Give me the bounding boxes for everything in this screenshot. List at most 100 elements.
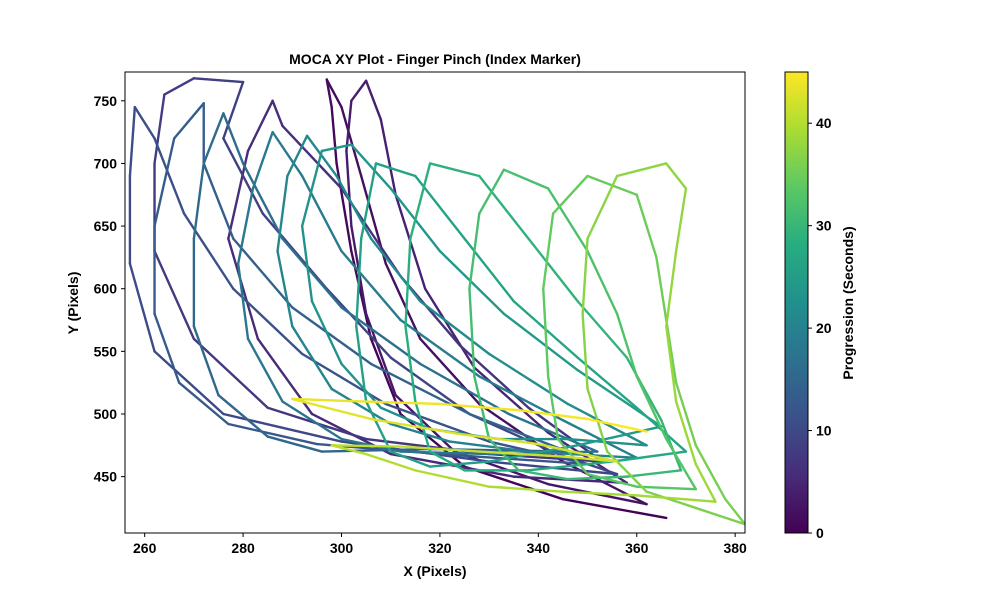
trajectory-segment-10-8	[374, 162, 417, 178]
trajectory-segment-12-6	[468, 212, 481, 290]
trajectory-segment-6-11	[340, 306, 422, 366]
trajectory-segment-1-8	[364, 79, 383, 121]
trajectory-segment-5-11	[291, 306, 373, 366]
trajectory-segment-6-10	[281, 237, 343, 309]
trajectory-segment-16-6	[359, 400, 442, 406]
trajectory-segment-6-4	[192, 325, 220, 397]
trajectory-segment-0-6	[330, 105, 338, 165]
trajectory-segment-1-12	[473, 366, 550, 434]
trajectory-segment-9-12	[502, 312, 579, 372]
trajectory-segment-13-4	[542, 287, 550, 378]
trajectory-segment-5-3	[177, 381, 230, 426]
trajectory-segment-14-12	[674, 400, 697, 466]
trajectory-segment-9-0	[566, 437, 648, 447]
trajectory-segment-12-1	[566, 475, 629, 481]
y-tick-label: 450	[94, 469, 118, 485]
trajectory-segment-16-7	[438, 402, 520, 412]
trajectory-segment-13-1	[586, 472, 638, 488]
colorbar-tick-label: 20	[816, 320, 832, 336]
trajectory-segment-11-3	[428, 450, 466, 472]
trajectory-segment-6-7	[202, 112, 225, 165]
trajectory-segment-11-8	[428, 162, 481, 178]
trajectory-segment-8-7	[286, 134, 309, 178]
trajectory-segment-5-2	[227, 422, 319, 446]
trajectory-segment-3-10	[222, 137, 264, 215]
trajectory-segment-1-5	[345, 149, 353, 228]
trajectory-segment-6-2	[266, 435, 324, 453]
trajectory-segment-7-4	[246, 337, 284, 403]
trajectory-segment-13-6	[551, 174, 589, 215]
trajectory-segment-8-1	[448, 440, 530, 453]
y-axis: 450 500 550 600 650 700 750	[94, 93, 125, 485]
trajectory-segment-9-6	[300, 224, 314, 303]
trajectory-segment-8-12	[487, 352, 570, 406]
trajectory-segment-10-7	[359, 162, 378, 240]
trajectory-segment-8-4	[291, 325, 333, 391]
trajectory-segment-15-6	[330, 444, 402, 448]
trajectory-segment-4-8	[153, 137, 186, 215]
y-tick-label: 600	[94, 281, 118, 297]
trajectory-segment-11-11	[576, 300, 629, 359]
trajectory-segment-12-2	[517, 469, 570, 481]
x-tick-label: 260	[133, 540, 157, 556]
trajectory-segment-5-12	[369, 362, 471, 416]
trajectory-segment-2-7	[271, 99, 284, 128]
chart-title: MOCA XY Plot - Finger Pinch (Index Marke…	[289, 51, 581, 67]
x-tick-label: 320	[428, 540, 452, 556]
trajectory-segment-15-0	[635, 494, 717, 503]
trajectory-segment-7-9	[300, 174, 343, 253]
trajectory-segment-16-8	[517, 409, 589, 421]
trajectory-segment-6-12	[419, 362, 511, 416]
trajectory-segment-3-8	[192, 77, 245, 84]
trajectory-segment-8-3	[330, 387, 392, 426]
trajectory-segment-1-2	[394, 394, 456, 453]
trajectory-segment-16-0	[537, 442, 619, 463]
trajectory-segment-10-10	[463, 237, 515, 303]
x-axis: 260 280 300 320 340 360 380	[133, 533, 747, 556]
trajectory-segment-9-7	[300, 149, 324, 228]
trajectory-segment-0-7	[325, 78, 333, 109]
colorbar-tick-label: 0	[816, 525, 824, 541]
trajectory-segment-6-6	[192, 162, 205, 240]
trajectory-segment-16-2	[369, 417, 461, 436]
trajectory-segment-3-7	[163, 77, 196, 96]
trajectory-segment-9-5	[310, 300, 343, 366]
trajectory-segment-8-10	[369, 237, 422, 303]
trajectory-segment-4-4	[128, 262, 156, 353]
trajectory-segment-12-3	[487, 437, 520, 472]
trajectory-segment-3-4	[153, 249, 196, 341]
trajectory-segment-16-1	[458, 432, 540, 446]
trajectory-segment-9-8	[320, 143, 353, 153]
trajectory-segment-8-8	[305, 134, 338, 178]
trajectory-segment-2-11	[458, 343, 530, 409]
trajectory-segment-10-2	[428, 460, 491, 468]
trajectory-segment-3-12	[325, 287, 392, 359]
trajectory-segment-7-8	[271, 130, 304, 178]
trajectory-segment-3-9	[222, 80, 245, 140]
trajectory-segment-14-2	[606, 450, 648, 493]
x-tick-label: 360	[625, 540, 649, 556]
trajectory-segment-10-12	[576, 356, 638, 409]
y-tick-label: 500	[94, 406, 118, 422]
trajectory-segment-15-2	[487, 485, 565, 493]
trajectory-segment-7-11	[399, 318, 481, 378]
trajectory-segment-13-5	[542, 212, 555, 290]
y-tick-label: 550	[94, 343, 118, 359]
trajectory-segment-7-13	[561, 419, 638, 460]
trajectory-segment-8-6	[276, 174, 289, 253]
trajectory-segment-7-1	[399, 450, 491, 456]
trajectory-segment-11-10	[527, 237, 579, 303]
trajectory-segment-11-12	[625, 356, 663, 422]
trajectory-segment-2-4	[227, 237, 260, 341]
trajectory-segment-5-6	[153, 137, 176, 228]
y-axis-title: Y (Pixels)	[65, 272, 81, 335]
colorbar-ticks: 0 10 20 30 40	[808, 115, 832, 541]
trajectory-segment-14-13	[694, 462, 717, 503]
trajectory-segment-10-0	[576, 425, 663, 447]
trajectory-segment-12-12	[635, 375, 668, 441]
trajectory-segment-14-5	[581, 237, 589, 315]
trajectory-segment-7-5	[236, 262, 250, 341]
trajectory-segment-5-4	[153, 312, 181, 384]
trajectory-segment-4-7	[133, 105, 156, 140]
trajectory-segment-13-13	[724, 497, 745, 526]
